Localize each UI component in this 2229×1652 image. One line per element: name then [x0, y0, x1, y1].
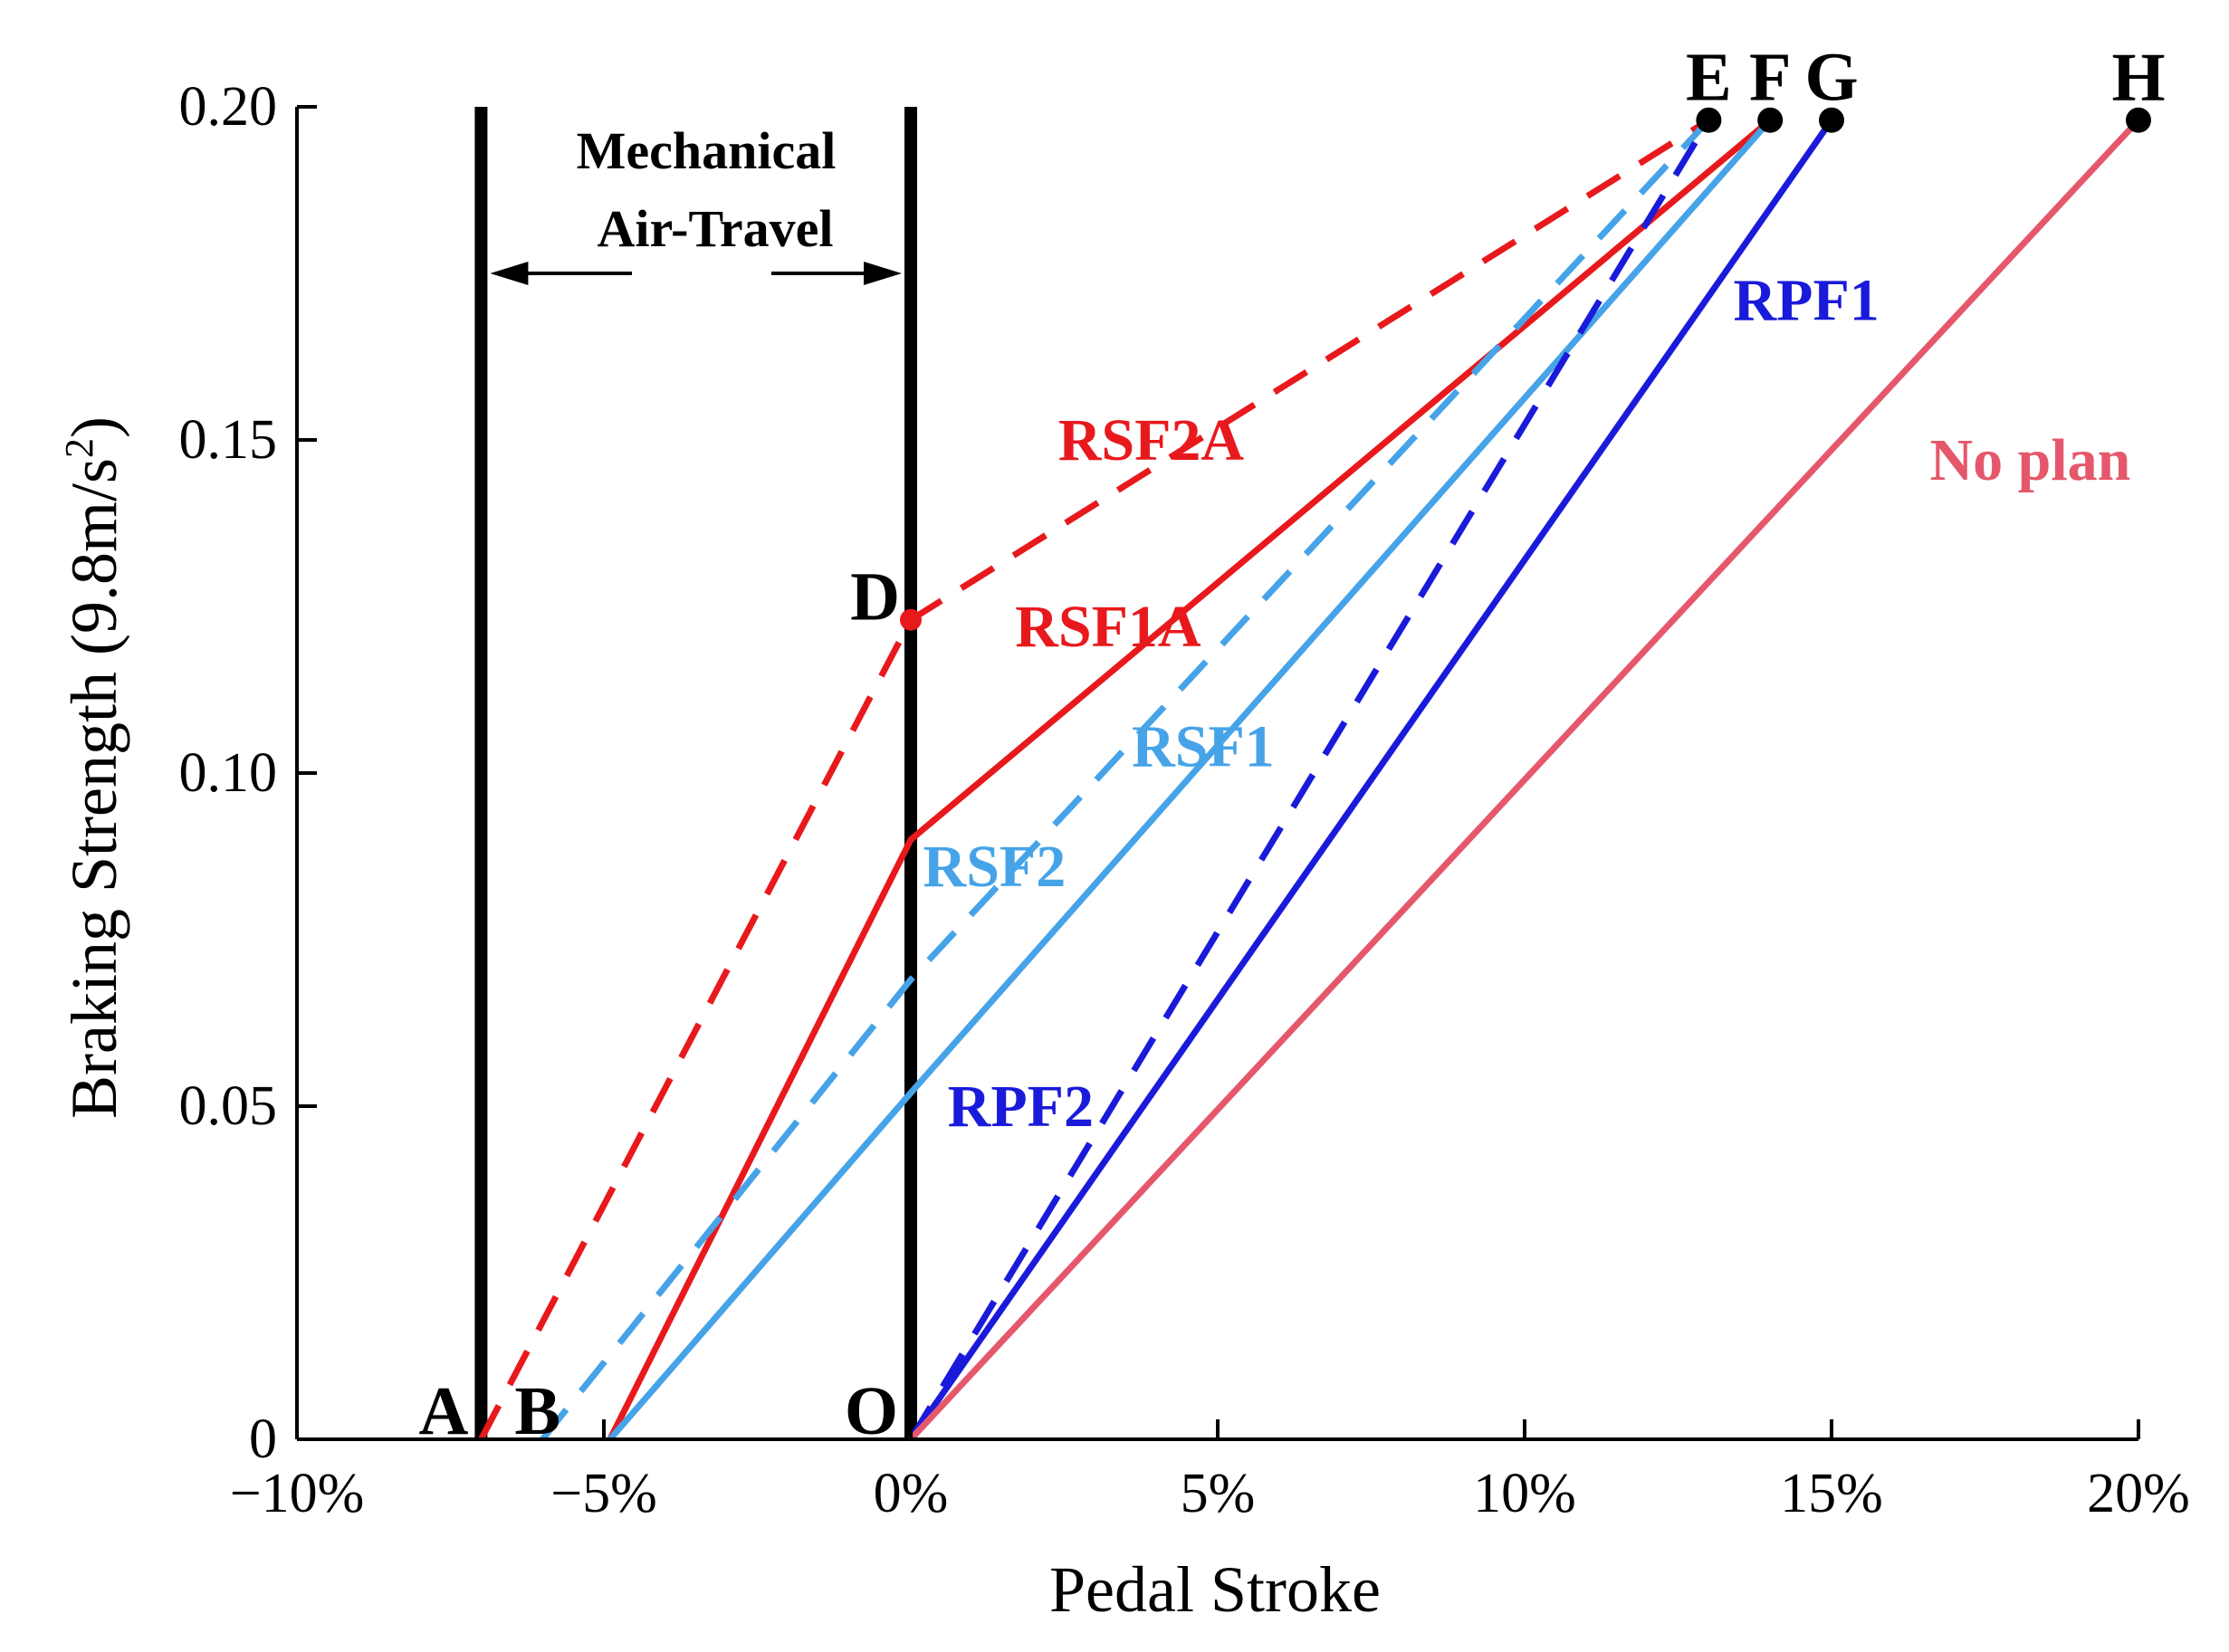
point-marker-e: [1696, 107, 1722, 133]
series-line-rsf2: [540, 118, 1711, 1442]
point-label-h: H: [2111, 40, 2165, 116]
y-axis-title-main: Braking Strength (9.8m/s: [58, 458, 130, 1119]
axes: −10% −5% 0% 5% 10% 15% 20% 0 0.05 0.10 0.15 0.20: [179, 76, 2190, 1524]
point-label-d: D: [850, 559, 900, 635]
series-line-no-plan: [908, 118, 2141, 1442]
series-labels: RSF2A RSF1A RSF2 RSF1 RPF2 RPF1 No plan: [923, 268, 2131, 1141]
y-tick-label: 0.20: [179, 76, 278, 138]
y-tick-label: 0.15: [179, 409, 278, 471]
y-tick-label: 0.10: [179, 742, 278, 804]
point-marker-g: [1819, 107, 1844, 133]
series-label-rpf1: RPF1: [1734, 268, 1880, 334]
annotation-arrowhead-left: [490, 262, 529, 285]
point-label-o: O: [845, 1373, 898, 1449]
point-label-f: F: [1749, 40, 1791, 116]
y-axis-title-superscript: 2: [57, 438, 101, 458]
x-tick-label: 10%: [1473, 1463, 1576, 1524]
series-line-rpf1: [908, 118, 1834, 1442]
series-lines: [478, 117, 2141, 1442]
x-tick-label: 15%: [1780, 1463, 1883, 1524]
series-line-rsf1: [607, 118, 1773, 1442]
x-tick-label: −10%: [230, 1463, 365, 1524]
series-line-rpf2: [908, 118, 1712, 1441]
series-label-no-plan: No plan: [1929, 427, 2130, 493]
point-label-g: G: [1804, 40, 1858, 116]
x-tick-label: 20%: [2087, 1463, 2190, 1524]
point-marker-h: [2126, 107, 2151, 133]
x-tick-label: −5%: [550, 1463, 657, 1524]
y-tick-label: 0: [249, 1408, 277, 1470]
y-tick-label: 0.05: [179, 1075, 278, 1137]
annotation-line-1: Mechanical: [577, 121, 837, 180]
series-label-rsf1a: RSF1A: [1015, 594, 1201, 660]
annotation-line-2: Air-Travel: [598, 199, 834, 258]
series-label-rpf2: RPF2: [948, 1074, 1094, 1140]
x-axis-title: Pedal Stroke: [1049, 1553, 1381, 1626]
y-axis-title-end: ): [58, 416, 130, 438]
y-axis-title: Braking Strength (9.8m/s2): [57, 416, 130, 1119]
point-label-e: E: [1686, 40, 1732, 116]
point-label-b: B: [514, 1373, 560, 1449]
mechanical-air-travel-annotation: Mechanical Air-Travel: [490, 121, 902, 285]
series-label-rsf1: RSF1: [1132, 714, 1275, 780]
annotation-arrowhead-right: [864, 262, 902, 285]
x-tick-label: 5%: [1181, 1463, 1256, 1524]
series-label-rsf2: RSF2: [923, 834, 1067, 900]
point-marker-f: [1757, 107, 1784, 133]
air-travel-boundary-lines: [474, 107, 917, 1439]
series-label-rsf2a: RSF2A: [1058, 407, 1245, 473]
point-label-a: A: [419, 1373, 469, 1449]
point-marker-d: [900, 608, 922, 631]
point-markers: A B O D E F G H: [419, 40, 2166, 1449]
x-tick-label: 0%: [874, 1463, 949, 1524]
